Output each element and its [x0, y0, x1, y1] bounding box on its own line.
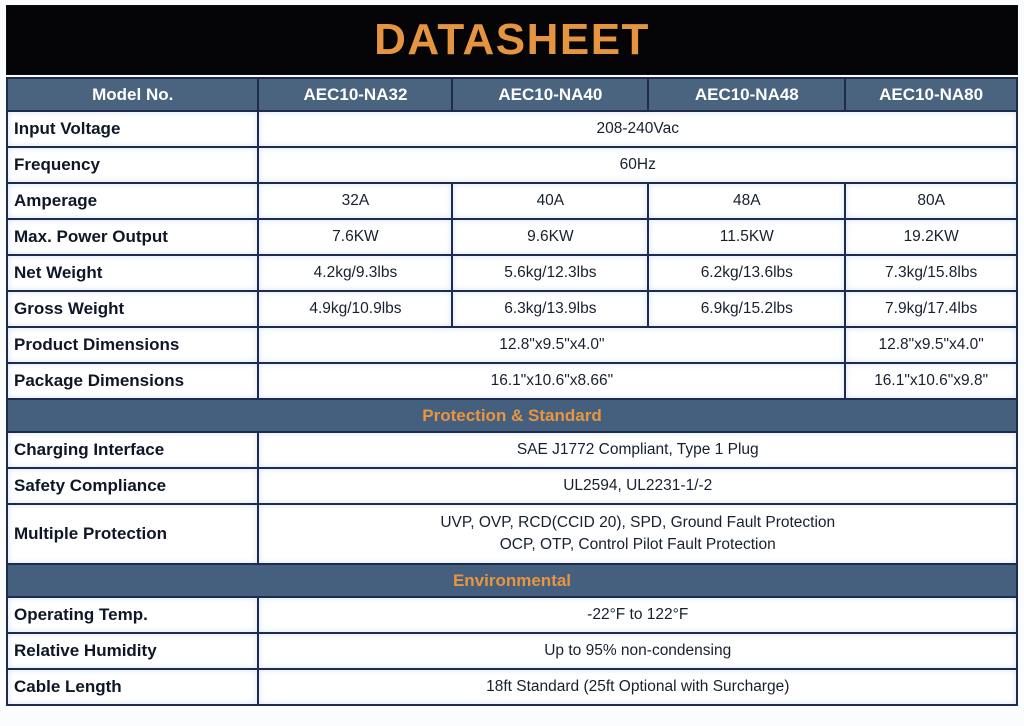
row-value: SAE J1772 Compliant, Type 1 Plug	[257, 431, 1018, 469]
row-label: Frequency	[5, 146, 260, 184]
table-row-package-dimensions: Package Dimensions 16.1"x10.6"x8.66" 16.…	[5, 362, 1018, 400]
row-value-shared: 16.1"x10.6"x8.66"	[257, 362, 847, 400]
table-row-multiple-protection: Multiple Protection UVP, OVP, RCD(CCID 2…	[5, 503, 1018, 565]
model-header-row: Model No. AEC10-NA32 AEC10-NA40 AEC10-NA…	[5, 77, 1018, 112]
row-value-na80: 7.9kg/17.4lbs	[844, 290, 1018, 328]
row-label: Safety Compliance	[5, 467, 260, 505]
section-title: Environmental	[6, 563, 1018, 598]
multiple-protection-line-1: UVP, OVP, RCD(CCID 20), SPD, Ground Faul…	[440, 513, 836, 531]
row-value-na40: 5.6kg/12.3lbs	[451, 254, 650, 292]
row-value-na80: 19.2KW	[844, 218, 1018, 256]
model-aec10-na48: AEC10-NA48	[647, 77, 847, 112]
row-value-na48: 6.9kg/15.2lbs	[647, 290, 847, 328]
section-header-environmental: Environmental	[6, 563, 1018, 598]
row-label: Max. Power Output	[5, 218, 260, 256]
row-value: UVP, OVP, RCD(CCID 20), SPD, Ground Faul…	[257, 503, 1018, 565]
row-value: UL2594, UL2231-1/-2	[257, 467, 1018, 505]
row-value: -22°F to 122°F	[257, 596, 1018, 634]
row-value: Up to 95% non-condensing	[257, 632, 1018, 670]
row-value: 208-240Vac	[257, 110, 1018, 148]
section-header-protection: Protection & Standard	[6, 398, 1018, 433]
model-no-header: Model No.	[5, 77, 260, 112]
row-value-na40: 40A	[451, 182, 650, 220]
row-value: 60Hz	[257, 146, 1018, 184]
table-row-charging-interface: Charging Interface SAE J1772 Compliant, …	[5, 431, 1018, 469]
row-label: Gross Weight	[5, 290, 260, 328]
row-value-na80: 16.1"x10.6"x9.8"	[844, 362, 1018, 400]
model-aec10-na80: AEC10-NA80	[844, 77, 1018, 112]
table-row-gross-weight: Gross Weight 4.9kg/10.9lbs 6.3kg/13.9lbs…	[5, 290, 1018, 328]
section-title: Protection & Standard	[6, 398, 1018, 433]
spec-table: Model No. AEC10-NA32 AEC10-NA40 AEC10-NA…	[5, 77, 1018, 706]
row-label: Charging Interface	[5, 431, 260, 469]
table-row-amperage: Amperage 32A 40A 48A 80A	[5, 182, 1018, 220]
row-value-na32: 4.2kg/9.3lbs	[257, 254, 454, 292]
row-label: Amperage	[5, 182, 260, 220]
row-value-na32: 32A	[257, 182, 454, 220]
table-row-product-dimensions: Product Dimensions 12.8"x9.5"x4.0" 12.8"…	[5, 326, 1018, 364]
row-label: Relative Humidity	[5, 632, 260, 670]
row-value-na48: 11.5KW	[647, 218, 847, 256]
row-label: Net Weight	[5, 254, 260, 292]
model-aec10-na40: AEC10-NA40	[451, 77, 650, 112]
table-row-relative-humidity: Relative Humidity Up to 95% non-condensi…	[5, 632, 1018, 670]
page-title: DATASHEET	[374, 15, 650, 64]
multiple-protection-line-2: OCP, OTP, Control Pilot Fault Protection	[499, 536, 776, 553]
row-value-na80: 7.3kg/15.8lbs	[844, 254, 1018, 292]
datasheet-title-banner: DATASHEET	[6, 5, 1018, 75]
row-label: Product Dimensions	[5, 326, 260, 364]
table-row-input-voltage: Input Voltage 208-240Vac	[5, 110, 1018, 148]
row-value-na40: 6.3kg/13.9lbs	[451, 290, 650, 328]
row-value: 18ft Standard (25ft Optional with Surcha…	[257, 668, 1018, 706]
table-row-operating-temp: Operating Temp. -22°F to 122°F	[5, 596, 1018, 634]
table-row-max-power: Max. Power Output 7.6KW 9.6KW 11.5KW 19.…	[5, 218, 1018, 256]
row-value-na32: 4.9kg/10.9lbs	[257, 290, 454, 328]
row-value-na32: 7.6KW	[257, 218, 454, 256]
table-row-frequency: Frequency 60Hz	[5, 146, 1018, 184]
row-label: Operating Temp.	[5, 596, 260, 634]
row-value-shared: 12.8"x9.5"x4.0"	[257, 326, 847, 364]
row-label: Multiple Protection	[5, 503, 260, 565]
row-label: Package Dimensions	[5, 362, 260, 400]
row-value-na80: 80A	[844, 182, 1018, 220]
table-row-safety-compliance: Safety Compliance UL2594, UL2231-1/-2	[5, 467, 1018, 505]
model-aec10-na32: AEC10-NA32	[257, 77, 454, 112]
row-value-na48: 48A	[647, 182, 847, 220]
row-value-na40: 9.6KW	[451, 218, 650, 256]
row-value-na80: 12.8"x9.5"x4.0"	[844, 326, 1018, 364]
table-row-cable-length: Cable Length 18ft Standard (25ft Optiona…	[5, 668, 1018, 706]
table-row-net-weight: Net Weight 4.2kg/9.3lbs 5.6kg/12.3lbs 6.…	[5, 254, 1018, 292]
row-label: Cable Length	[5, 668, 260, 706]
row-label: Input Voltage	[5, 110, 260, 148]
row-value-na48: 6.2kg/13.6lbs	[647, 254, 847, 292]
